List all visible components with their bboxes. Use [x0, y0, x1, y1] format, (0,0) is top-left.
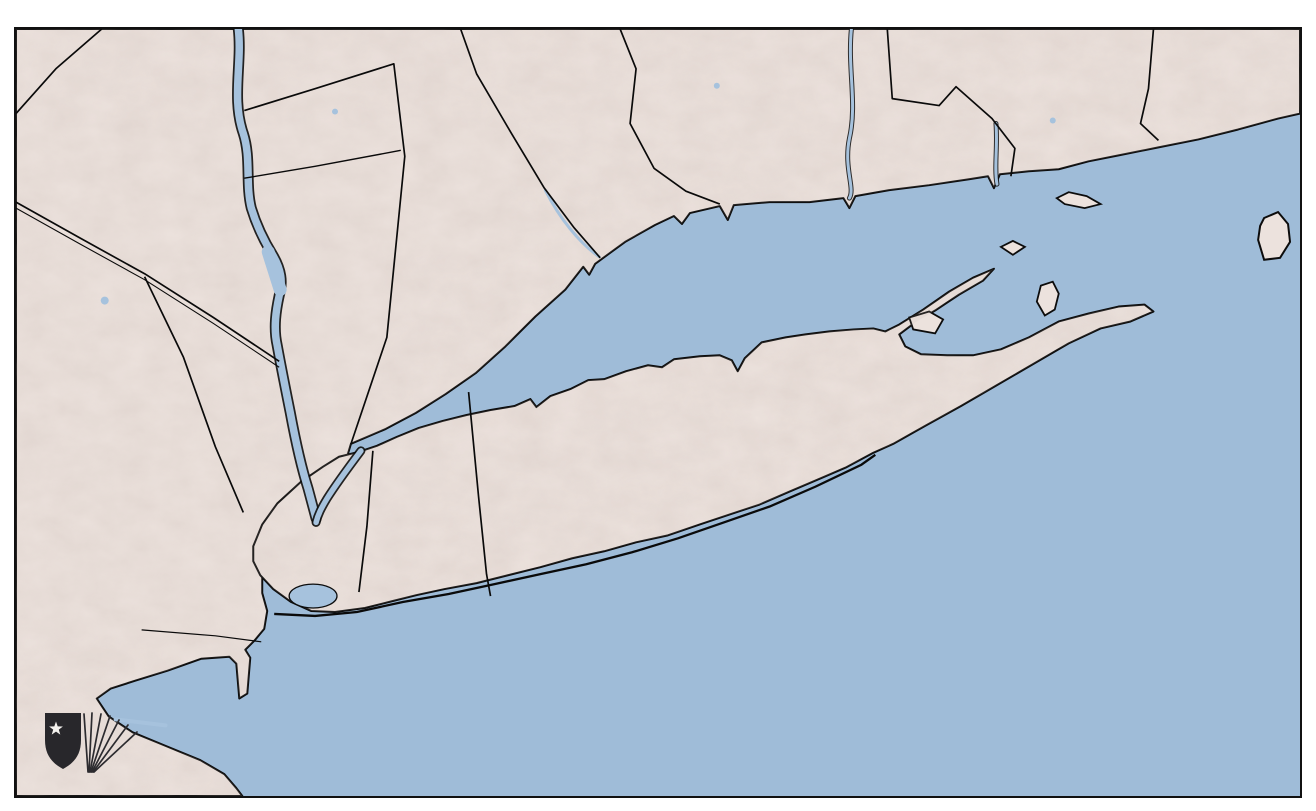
radar-map[interactable] [14, 27, 1302, 798]
colorbar [859, 729, 1291, 789]
logo-text [142, 719, 194, 811]
university-logo [42, 710, 194, 811]
radar-echo-layer [16, 29, 1300, 796]
university-shield-icon [45, 712, 138, 773]
